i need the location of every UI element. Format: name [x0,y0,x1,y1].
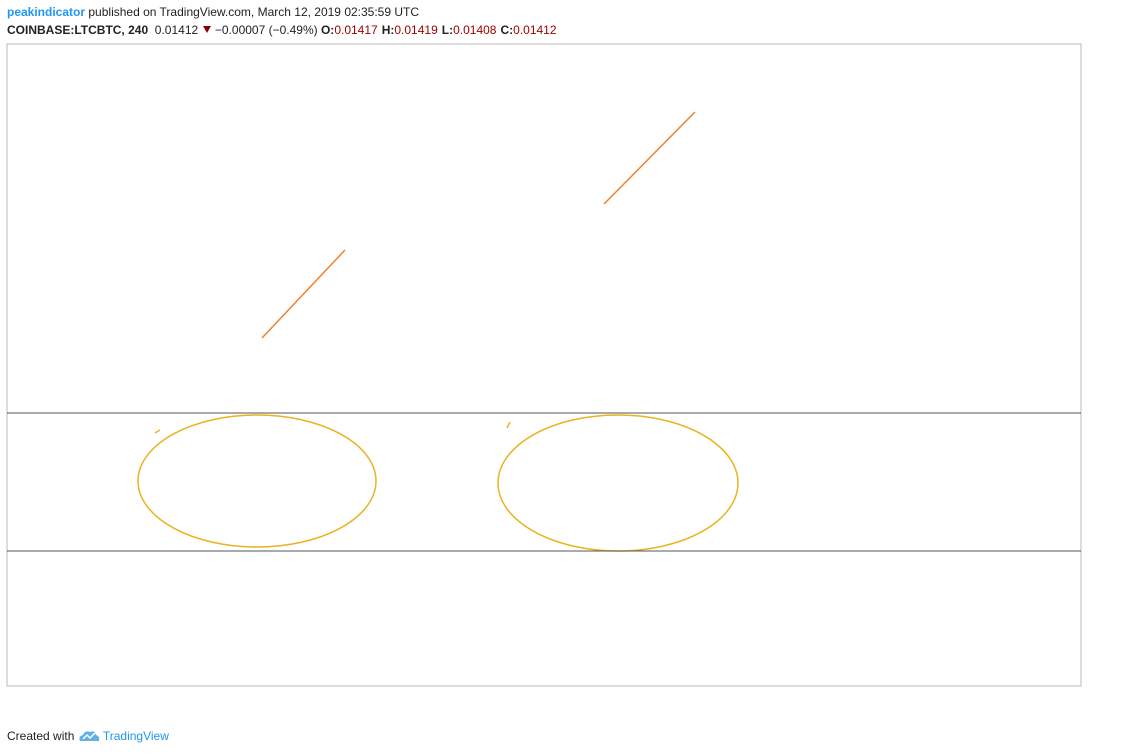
last: 0.01412 [154,23,199,37]
annotations [137,111,739,552]
pane-border [6,43,1082,687]
highlight-ellipse [137,414,377,548]
down-arrow [202,26,211,33]
ohlc-value: 0.01412 [513,23,557,37]
ellipse-tail [506,421,511,429]
footer: Created with TradingView [7,729,169,743]
trend-line [261,249,346,339]
footer-text: Created with [7,729,75,743]
author[interactable]: peakindicator [7,5,86,19]
symbol: COINBASE:LTCBTC, 240 [7,23,149,37]
ohlc-value: 0.01408 [453,23,497,37]
logo [79,731,99,741]
trend-line [603,111,696,205]
brand[interactable]: TradingView [102,729,169,743]
ellipse-tail [154,429,161,434]
ohlc: O:0.01417 H:0.01419 L:0.01408 C:0.01412 [321,23,561,37]
highlight-ellipse [497,414,739,552]
published: published on TradingView.com, March 12, … [88,5,420,19]
publish-line: peakindicator published on TradingView.c… [7,5,419,19]
ohlc-value: 0.01417 [334,23,378,37]
frame [6,43,1082,687]
ohlc-value: 0.01419 [394,23,438,37]
ohlc-label: C: [500,23,514,37]
ohlc-label: H: [381,23,395,37]
ohlc-label: L: [441,23,454,37]
change: −0.00007 (−0.49%) [214,23,318,37]
symbol-line: COINBASE:LTCBTC, 240 0.01412 −0.00007 (−… [7,23,561,37]
ohlc-label: O: [320,23,335,37]
